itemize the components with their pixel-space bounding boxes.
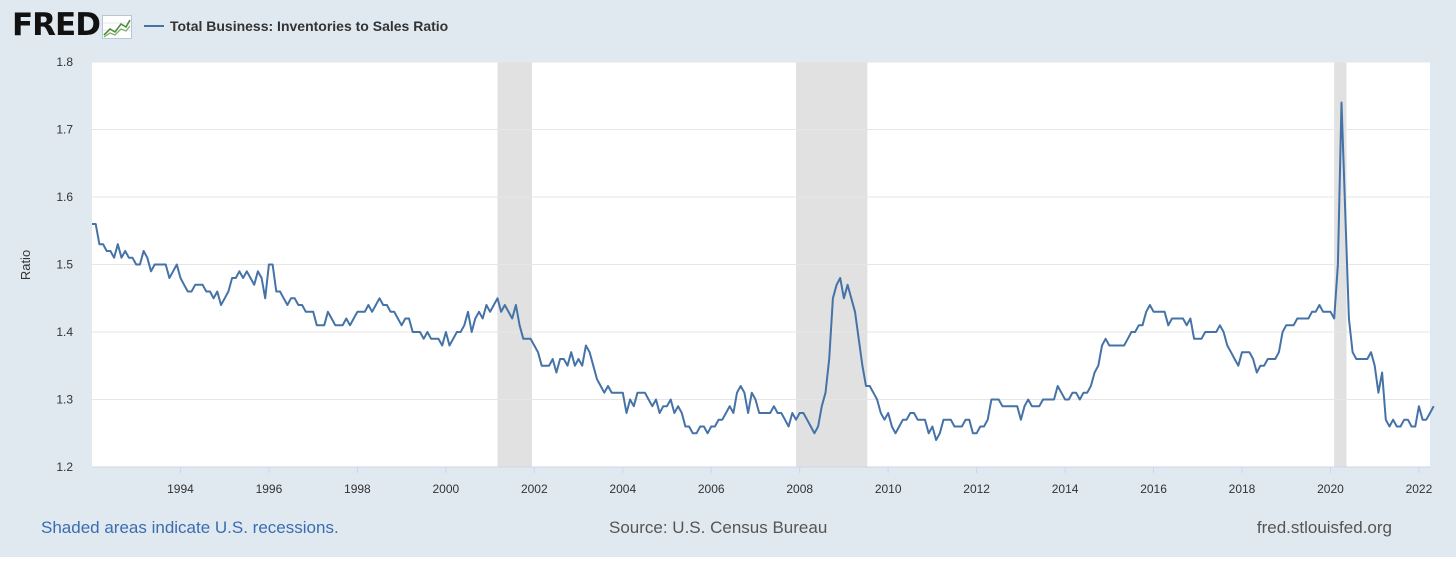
x-tick-label: 2008 xyxy=(786,482,813,496)
line-chart[interactable]: 1.2 1.3 1.4 1.5 1.6 1.7 1.8 1994 1996 1998 2000 20… xyxy=(0,50,1456,505)
x-tick-label: 2012 xyxy=(963,482,990,496)
fred-chart-mark-icon xyxy=(101,15,132,39)
x-axis-ticks: 1994 1996 1998 2000 2002 2004 2006 2008 2010 2012… xyxy=(92,466,1433,496)
x-tick-label: 2018 xyxy=(1229,482,1256,496)
y-tick-label: 1.7 xyxy=(56,123,73,137)
y-tick-label: 1.6 xyxy=(56,190,73,204)
x-tick-label: 2002 xyxy=(521,482,548,496)
x-tick-label: 2004 xyxy=(609,482,636,496)
x-tick-label: 2014 xyxy=(1052,482,1079,496)
y-tick-label: 1.8 xyxy=(56,55,73,69)
recession-note: Shaded areas indicate U.S. recessions. xyxy=(41,518,339,537)
legend-swatch xyxy=(143,25,164,27)
y-axis-ticks: 1.2 1.3 1.4 1.5 1.6 1.7 1.8 xyxy=(56,55,73,474)
x-tick-label: 2016 xyxy=(1140,482,1167,496)
x-tick-label: 2022 xyxy=(1406,482,1433,496)
y-tick-label: 1.5 xyxy=(56,258,73,272)
series-line-inventories-to-sales[interactable] xyxy=(92,101,1435,441)
x-tick-label: 1994 xyxy=(167,482,194,496)
y-tick-label: 1.2 xyxy=(56,460,73,474)
chart-header: FRED Total Business: Inventories to Sale… xyxy=(12,6,448,44)
x-tick-label: 2020 xyxy=(1317,482,1344,496)
source-label: Source: U.S. Census Bureau xyxy=(609,518,828,537)
x-tick-label: 2010 xyxy=(875,482,902,496)
x-tick-label: 2006 xyxy=(698,482,725,496)
x-tick-label: 1998 xyxy=(344,482,371,496)
x-tick-label: 1996 xyxy=(256,482,283,496)
bottom-strip xyxy=(0,557,1456,561)
fred-logo[interactable]: FRED xyxy=(12,7,101,43)
x-tick-label: 2000 xyxy=(432,482,459,496)
y-tick-label: 1.4 xyxy=(56,325,73,339)
y-axis-title: Ratio xyxy=(18,250,33,280)
y-tick-label: 1.3 xyxy=(56,393,73,407)
legend-series-label: Total Business: Inventories to Sales Rat… xyxy=(169,18,449,34)
chart-footer: Shaded areas indicate U.S. recessions. S… xyxy=(0,515,1456,545)
chart-legend[interactable]: Total Business: Inventories to Sales Rat… xyxy=(143,18,449,34)
site-link[interactable]: fred.stlouisfed.org xyxy=(1256,518,1392,537)
